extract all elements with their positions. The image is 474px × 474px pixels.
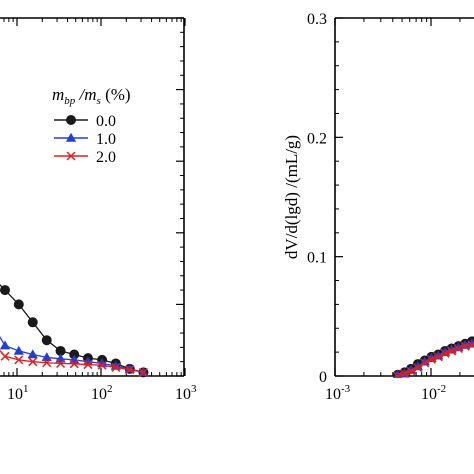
legend-marker	[66, 115, 77, 126]
legend-label: 2.0	[96, 149, 116, 166]
left-data-point	[0, 340, 11, 350]
left-data-point	[125, 365, 135, 375]
left-series-2	[0, 349, 148, 377]
left-data-point	[28, 357, 38, 367]
left-x-tick-label: 101	[7, 383, 29, 403]
left-data-point	[0, 285, 11, 296]
right-data-point	[406, 366, 416, 376]
left-data-point	[41, 335, 52, 346]
legend-label: 1.0	[96, 131, 116, 148]
left-data-point	[27, 317, 38, 328]
left-data-point	[0, 351, 10, 361]
right-data-point	[447, 346, 457, 356]
right-x-tick-label: 10-3	[325, 383, 351, 403]
left-data-point	[42, 358, 52, 368]
left-data-point	[97, 360, 107, 370]
left-x-tick-label: 102	[91, 383, 113, 403]
left-x-tick-label: 103	[175, 383, 197, 403]
left-series-1	[0, 335, 149, 377]
right-data-point	[393, 371, 403, 378]
legend-entries: 0.01.02.0	[54, 113, 116, 166]
left-axes	[0, 17, 185, 377]
right-data-point	[420, 358, 430, 368]
left-data-point	[138, 367, 148, 377]
right-data-point	[426, 354, 436, 364]
right-data-point	[433, 352, 443, 362]
left-series-line-1	[0, 335, 144, 374]
left-series-group	[0, 284, 149, 378]
left-data-point	[13, 345, 24, 355]
right-data-point	[467, 340, 474, 350]
right-data-point	[413, 363, 423, 373]
legend: mbp /ms (%) 0.01.02.0	[52, 85, 131, 166]
right-tick-labels: 0 0.1 0.2 0.3 10-3 10-2	[307, 11, 446, 403]
legend-entry-0: 0.0	[54, 113, 116, 130]
right-series-group	[392, 336, 474, 378]
left-data-point	[69, 359, 79, 369]
left-series-line-2	[0, 349, 144, 374]
right-data-point	[453, 344, 463, 354]
legend-label: 0.0	[96, 113, 116, 130]
legend-marker	[66, 151, 76, 161]
left-data-point	[13, 299, 24, 310]
left-chart: 101 102 103 mbp /ms (%) 0.01.02.0	[0, 17, 197, 403]
left-data-point	[111, 362, 121, 372]
left-data-point	[14, 355, 24, 365]
left-data-point	[27, 349, 38, 359]
left-ticks	[3, 17, 186, 377]
left-data-point	[41, 352, 52, 362]
right-data-point	[399, 369, 410, 378]
right-series-2	[393, 338, 474, 378]
legend-title: mbp /ms (%)	[52, 85, 131, 107]
right-y-tick-label: 0.3	[307, 11, 327, 28]
right-y-tick-label: 0.2	[307, 130, 327, 147]
right-chart: 0 0.1 0.2 0.3 10-3 10-2 dV/d(lgd) /(mL/g)	[282, 11, 474, 403]
right-y-axis-label: dV/d(lgd) /(mL/g)	[282, 135, 301, 259]
left-data-point	[83, 360, 93, 370]
legend-entry-2: 2.0	[54, 149, 116, 166]
right-x-tick-label: 10-2	[421, 383, 446, 403]
legend-marker	[65, 132, 77, 142]
right-y-tick-label: 0	[319, 369, 327, 386]
legend-entry-1: 1.0	[54, 131, 116, 148]
right-axes	[334, 17, 474, 377]
right-y-tick-label: 0.1	[307, 250, 327, 267]
right-data-point	[440, 348, 450, 358]
left-x-tick-labels: 101 102 103	[7, 383, 197, 403]
left-data-point	[56, 358, 66, 369]
right-ticks	[334, 17, 461, 377]
